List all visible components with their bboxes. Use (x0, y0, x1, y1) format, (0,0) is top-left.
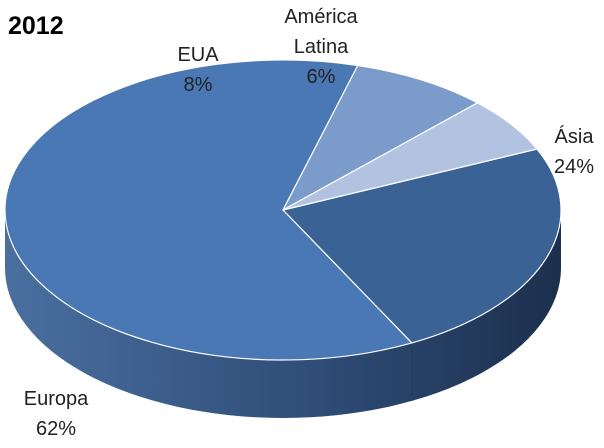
pie-slice-europa (4, 59, 413, 361)
pie-slice-asia (282, 148, 562, 344)
pie-slice-america-latina (282, 102, 538, 211)
label-eua-category: EUA (177, 44, 219, 66)
label-eua-value: 8% (183, 74, 213, 96)
pie-side-walls (5, 210, 561, 418)
pie-side-wall (5, 210, 561, 418)
label-europa-value: 62% (35, 418, 77, 440)
label-america-latina-category: América Latina (284, 6, 358, 58)
label-asia-category: Ásia (554, 126, 594, 148)
pie-slice-eua (282, 64, 479, 211)
label-asia: Ásia 24% (554, 122, 594, 182)
label-europa-category: Europa (23, 388, 89, 410)
pie-slices (4, 59, 562, 361)
chart-title: 2012 (8, 12, 64, 40)
label-europa: Europa 62% (24, 384, 89, 444)
label-asia-value: 24% (553, 156, 595, 178)
label-america-latina-value: 6% (306, 66, 336, 88)
label-america-latina: América Latina 6% (266, 2, 376, 92)
label-eua: EUA 8% (177, 40, 218, 100)
